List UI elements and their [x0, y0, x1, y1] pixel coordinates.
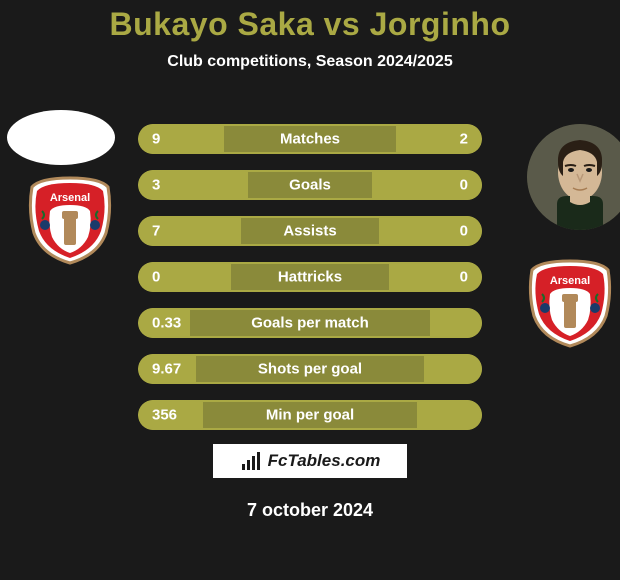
stats-container: 9 Matches 2 3 Goals 0 7 Assists 0 0 Hatt…	[138, 124, 482, 446]
stat-label: Shots per goal	[258, 361, 362, 378]
stat-row-matches: 9 Matches 2	[138, 124, 482, 154]
stat-value-left: 0.33	[152, 315, 181, 332]
stat-value-right: 0	[460, 223, 468, 240]
chart-icon	[240, 450, 262, 472]
stat-row-assists: 7 Assists 0	[138, 216, 482, 246]
stat-row-goals-per-match: 0.33 Goals per match	[138, 308, 482, 338]
player-avatar-left	[7, 110, 115, 165]
club-crest-left: Arsenal	[20, 175, 120, 265]
stat-row-min-per-goal: 356 Min per goal	[138, 400, 482, 430]
footer-logo: FcTables.com	[213, 444, 407, 478]
stat-value-left: 356	[152, 407, 177, 424]
comparison-subtitle: Club competitions, Season 2024/2025	[0, 53, 620, 71]
stat-value-right: 0	[460, 269, 468, 286]
stat-row-goals: 3 Goals 0	[138, 170, 482, 200]
comparison-title: Bukayo Saka vs Jorginho	[0, 0, 620, 43]
stat-row-shots-per-goal: 9.67 Shots per goal	[138, 354, 482, 384]
svg-text:Arsenal: Arsenal	[50, 192, 90, 204]
stat-label: Goals	[289, 177, 331, 194]
stat-value-left: 7	[152, 223, 160, 240]
stat-label: Hattricks	[278, 269, 342, 286]
footer-logo-text: FcTables.com	[268, 451, 381, 471]
stat-value-right: 0	[460, 177, 468, 194]
stat-row-hattricks: 0 Hattricks 0	[138, 262, 482, 292]
stat-label: Goals per match	[251, 315, 369, 332]
stat-value-right: 2	[460, 131, 468, 148]
stat-value-left: 3	[152, 177, 160, 194]
footer-date: 7 october 2024	[247, 500, 373, 521]
stat-value-left: 0	[152, 269, 160, 286]
player-avatar-right	[527, 124, 620, 230]
club-crest-right: Arsenal	[520, 258, 620, 348]
stat-label: Min per goal	[266, 407, 354, 424]
stat-label: Assists	[283, 223, 336, 240]
svg-text:Arsenal: Arsenal	[550, 275, 590, 287]
stat-value-left: 9	[152, 131, 160, 148]
stat-label: Matches	[280, 131, 340, 148]
stat-value-left: 9.67	[152, 361, 181, 378]
